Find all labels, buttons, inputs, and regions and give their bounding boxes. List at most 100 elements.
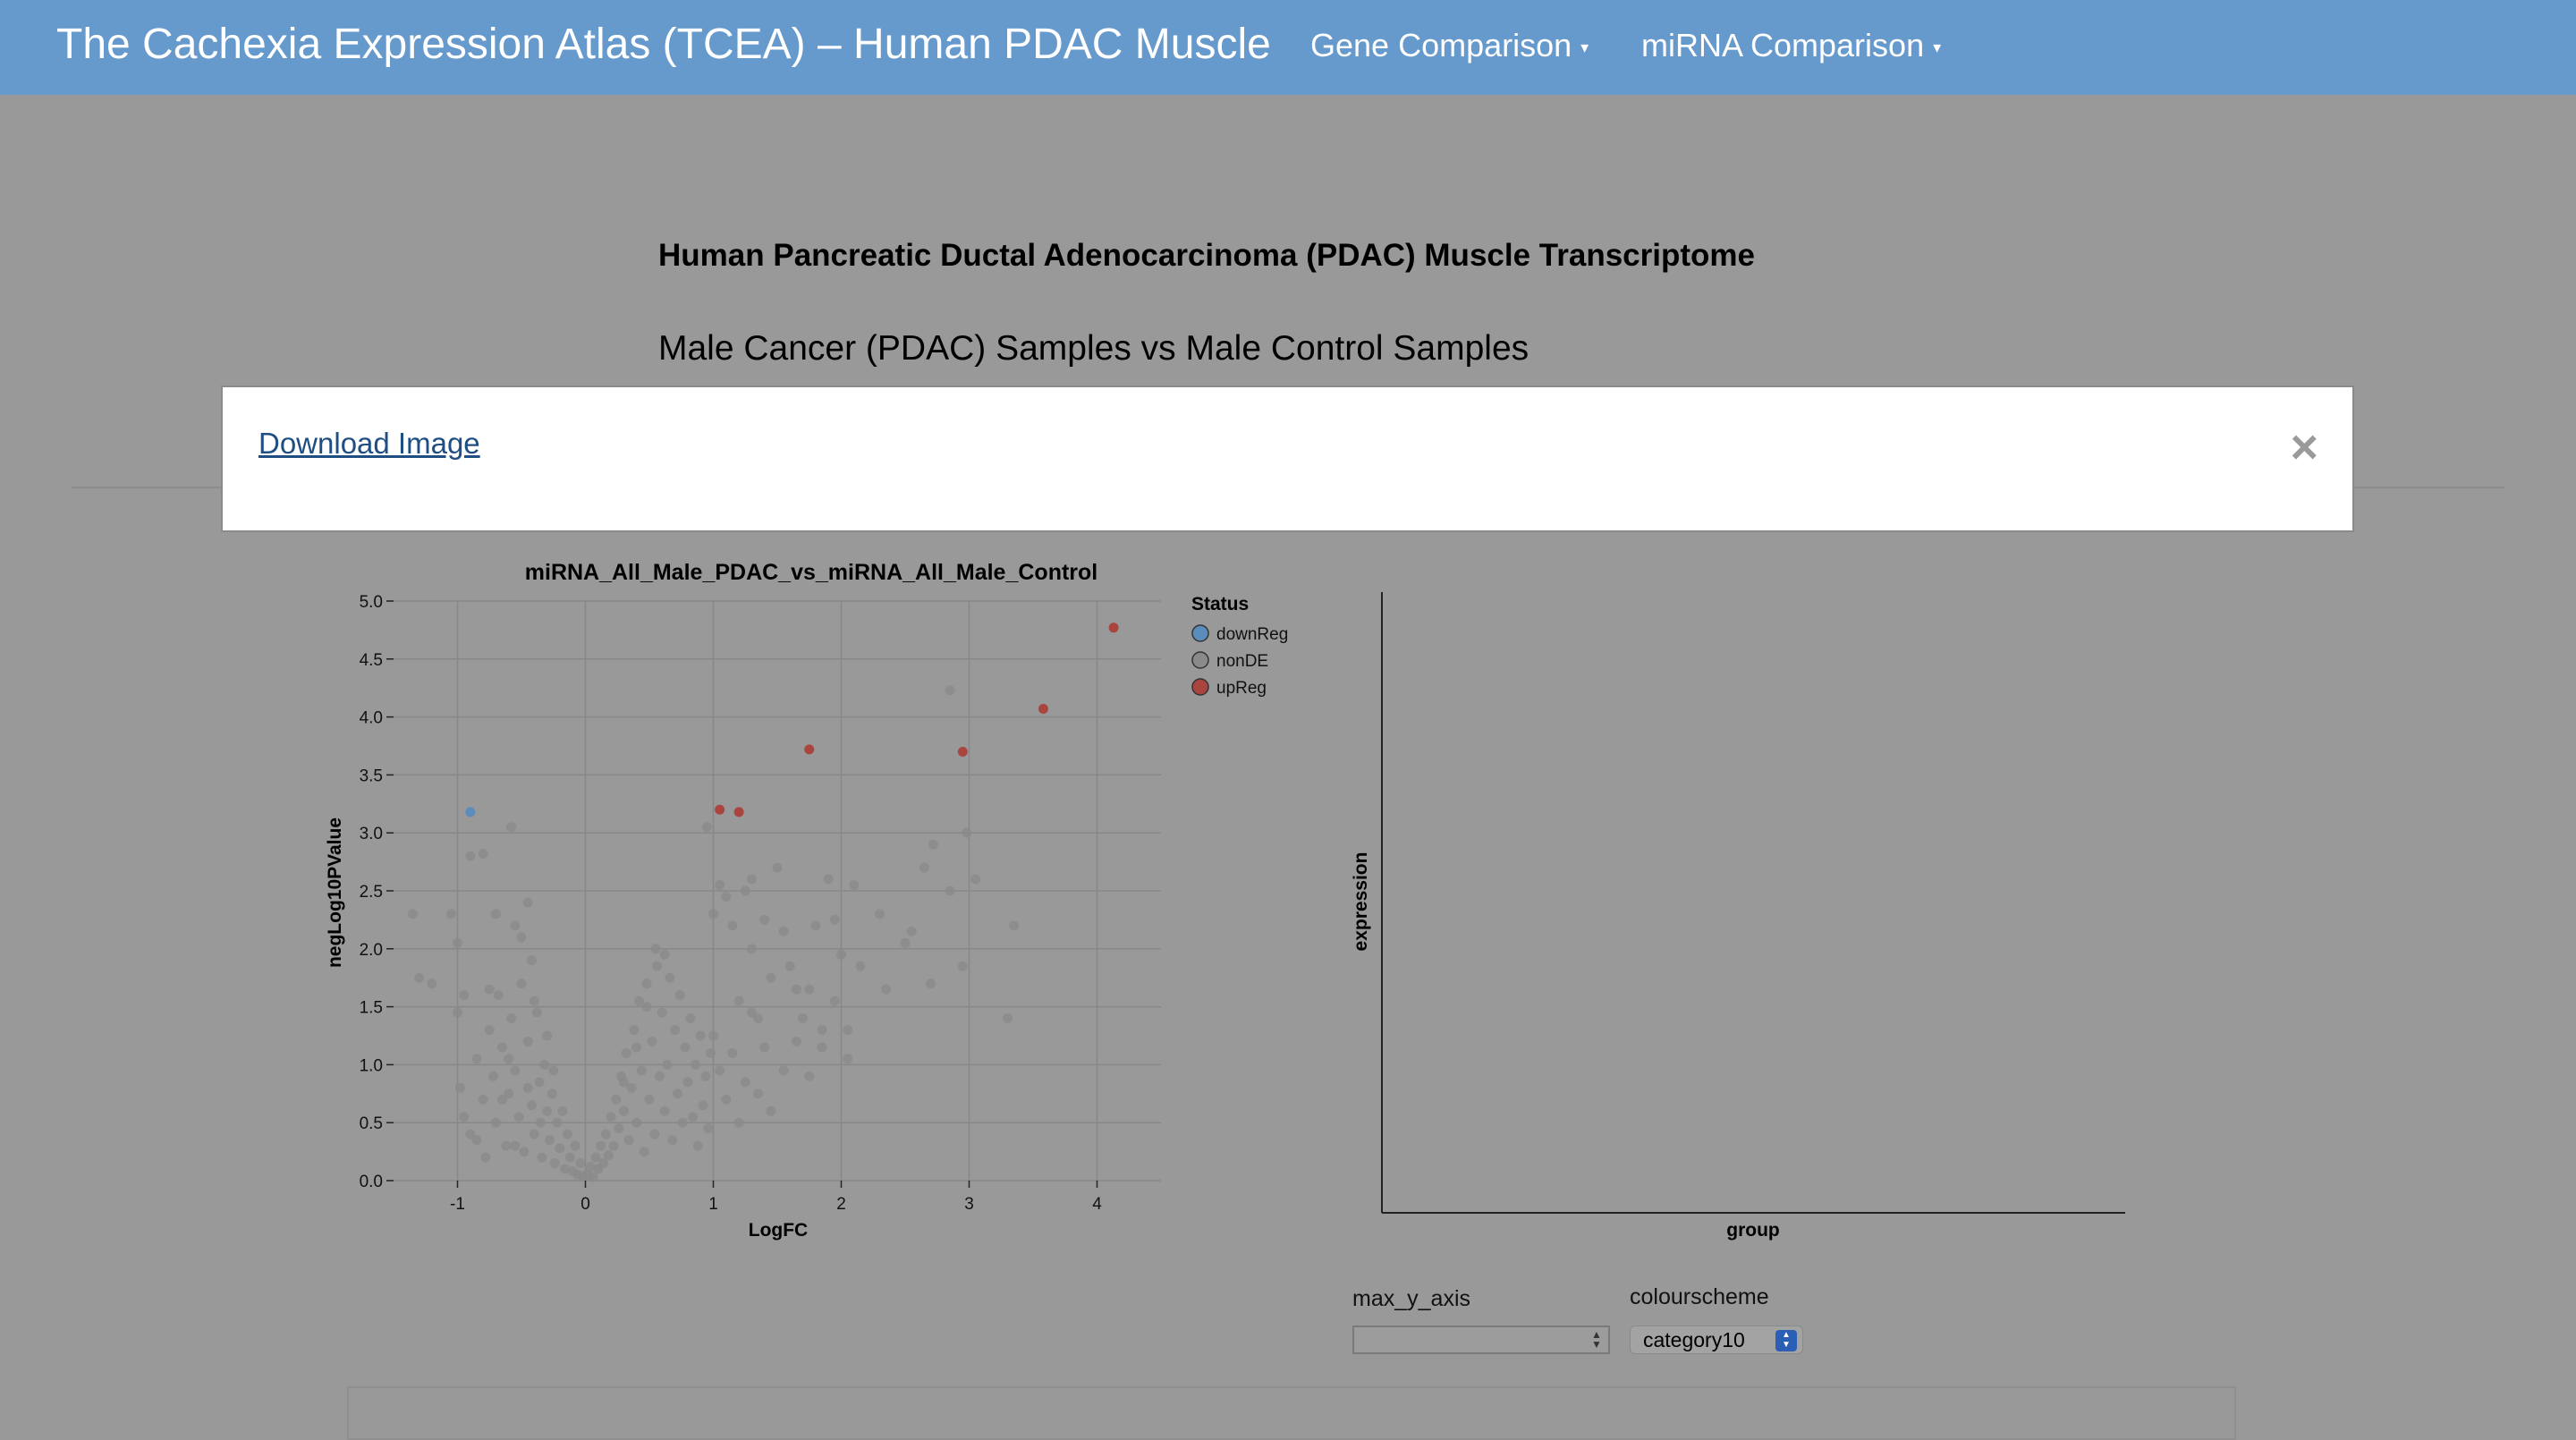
x-axis-label: LogFC bbox=[749, 1220, 808, 1241]
upReg-point bbox=[1108, 623, 1119, 633]
nonDE-point bbox=[548, 1065, 559, 1076]
nonDE-point bbox=[585, 1161, 596, 1172]
nonDE-point bbox=[649, 1129, 660, 1139]
nonDE-point bbox=[881, 984, 892, 995]
nonDE-point bbox=[740, 885, 750, 896]
nonDE-point bbox=[513, 1112, 524, 1122]
nonDE-point bbox=[618, 1077, 629, 1088]
nonDE-point bbox=[791, 1036, 801, 1046]
nonDE-point bbox=[778, 1065, 789, 1076]
chevron-down-icon: ▾ bbox=[1580, 38, 1589, 56]
nonDE-point bbox=[700, 1071, 711, 1081]
expression-chart: expression group bbox=[1351, 592, 2125, 1241]
nonDE-point bbox=[510, 1140, 521, 1151]
nonDE-point bbox=[906, 926, 917, 936]
nonDE-point bbox=[529, 995, 539, 1006]
nonDE-point bbox=[708, 909, 718, 919]
nonDE-point bbox=[407, 909, 418, 919]
expression-y-axis-label: expression bbox=[1351, 852, 1371, 952]
nonDE-point bbox=[590, 1152, 601, 1163]
nonDE-point bbox=[555, 1143, 565, 1154]
nonDE-point bbox=[454, 1082, 465, 1093]
nonDE-point bbox=[654, 1071, 665, 1081]
nonDE-point bbox=[644, 1094, 655, 1105]
upReg-point bbox=[733, 807, 744, 817]
nonDE-point bbox=[608, 1140, 619, 1151]
nonDE-point bbox=[606, 1112, 616, 1122]
nonDE-point bbox=[519, 1147, 530, 1157]
nonDE-point bbox=[647, 1036, 657, 1046]
nonDE-point bbox=[459, 1112, 470, 1122]
nonDE-point bbox=[453, 1007, 462, 1018]
nonDE-point bbox=[484, 984, 495, 995]
nonDE-point bbox=[636, 1065, 647, 1076]
y-tick-label: 5.0 bbox=[360, 593, 383, 612]
nonDE-point bbox=[611, 1094, 622, 1105]
nonDE-point bbox=[928, 839, 938, 850]
nonDE-point bbox=[688, 1112, 699, 1122]
nonDE-point bbox=[639, 1147, 649, 1157]
x-tick-label: 2 bbox=[836, 1195, 846, 1214]
nonDE-point bbox=[453, 937, 462, 948]
bottom-panel bbox=[347, 1386, 2236, 1440]
nonDE-point bbox=[817, 1042, 827, 1053]
nonDE-point bbox=[701, 822, 712, 833]
nonDE-point bbox=[564, 1152, 575, 1163]
nonDE-point bbox=[843, 1054, 853, 1064]
legend-swatch-upReg bbox=[1191, 678, 1209, 696]
gene-comparison-label: Gene Comparison bbox=[1310, 27, 1572, 64]
max-y-axis-input[interactable]: ▲ ▼ bbox=[1352, 1326, 1610, 1354]
stepper-arrows-icon[interactable]: ▲ ▼ bbox=[1591, 1328, 1602, 1351]
nonDE-point bbox=[843, 1025, 853, 1036]
nonDE-point bbox=[522, 1036, 533, 1046]
y-tick-label: 2.5 bbox=[360, 883, 383, 902]
nonDE-point bbox=[746, 944, 757, 954]
nonDE-point bbox=[522, 897, 533, 908]
nonDE-point bbox=[618, 1105, 629, 1116]
volcano-plot: -1 0 1 2 3 4 0.0 0.5 1.0 1.5 2.0 2.5 3.0 3.5 4.0 4.5 5.0… bbox=[325, 560, 1288, 1241]
nonDE-point bbox=[471, 1054, 482, 1064]
nonDE-point bbox=[588, 1172, 598, 1182]
nonDE-point bbox=[836, 949, 846, 960]
nonDE-point bbox=[544, 1135, 555, 1146]
nonDE-point bbox=[829, 914, 840, 925]
x-tick-label: 4 bbox=[1092, 1195, 1102, 1214]
nonDE-point bbox=[708, 1030, 718, 1041]
nonDE-point bbox=[746, 874, 757, 885]
nonDE-point bbox=[706, 1047, 716, 1058]
app-title[interactable]: The Cachexia Expression Atlas (TCEA) – H… bbox=[56, 21, 1271, 68]
nonDE-point bbox=[504, 1088, 514, 1099]
close-icon[interactable]: × bbox=[2290, 420, 2318, 474]
nonDE-point bbox=[829, 995, 840, 1006]
colourscheme-select[interactable]: category10 ▲ ▼ bbox=[1630, 1326, 1803, 1354]
y-axis-label: negLog10PValue bbox=[325, 817, 345, 968]
x-tick-label: -1 bbox=[450, 1195, 465, 1214]
gene-comparison-menu[interactable]: Gene Comparison ▾ bbox=[1310, 27, 1589, 64]
upReg-point bbox=[1038, 704, 1048, 715]
nonDE-point bbox=[690, 1059, 700, 1070]
mirna-comparison-menu[interactable]: miRNA Comparison ▾ bbox=[1641, 27, 1941, 64]
mirna-comparison-label: miRNA Comparison bbox=[1641, 27, 1925, 64]
nonDE-point bbox=[526, 1100, 537, 1111]
nonDE-point bbox=[501, 1140, 512, 1151]
nonDE-point bbox=[926, 978, 936, 989]
chevron-down-icon: ▾ bbox=[1933, 38, 1942, 56]
nonDE-point bbox=[753, 1013, 764, 1024]
nonDE-point bbox=[598, 1158, 609, 1169]
upReg-point bbox=[715, 804, 725, 815]
nonDE-point bbox=[634, 995, 645, 1006]
nonDE-point bbox=[529, 1129, 539, 1139]
max-y-axis-label: max_y_axis bbox=[1352, 1286, 1470, 1311]
nonDE-point bbox=[626, 1082, 637, 1093]
nonDE-point bbox=[733, 995, 744, 1006]
nonDE-point bbox=[957, 961, 968, 971]
nonDE-point bbox=[603, 1149, 614, 1160]
nonDE-point bbox=[823, 874, 834, 885]
nonDE-point bbox=[497, 1094, 508, 1105]
nonDE-point bbox=[480, 1152, 491, 1163]
nonDE-point bbox=[552, 1117, 563, 1128]
nonDE-point bbox=[672, 1088, 682, 1099]
legend-label-downReg: downReg bbox=[1216, 625, 1288, 644]
download-image-link[interactable]: Download Image bbox=[258, 427, 480, 460]
nonDE-point bbox=[670, 1025, 681, 1036]
